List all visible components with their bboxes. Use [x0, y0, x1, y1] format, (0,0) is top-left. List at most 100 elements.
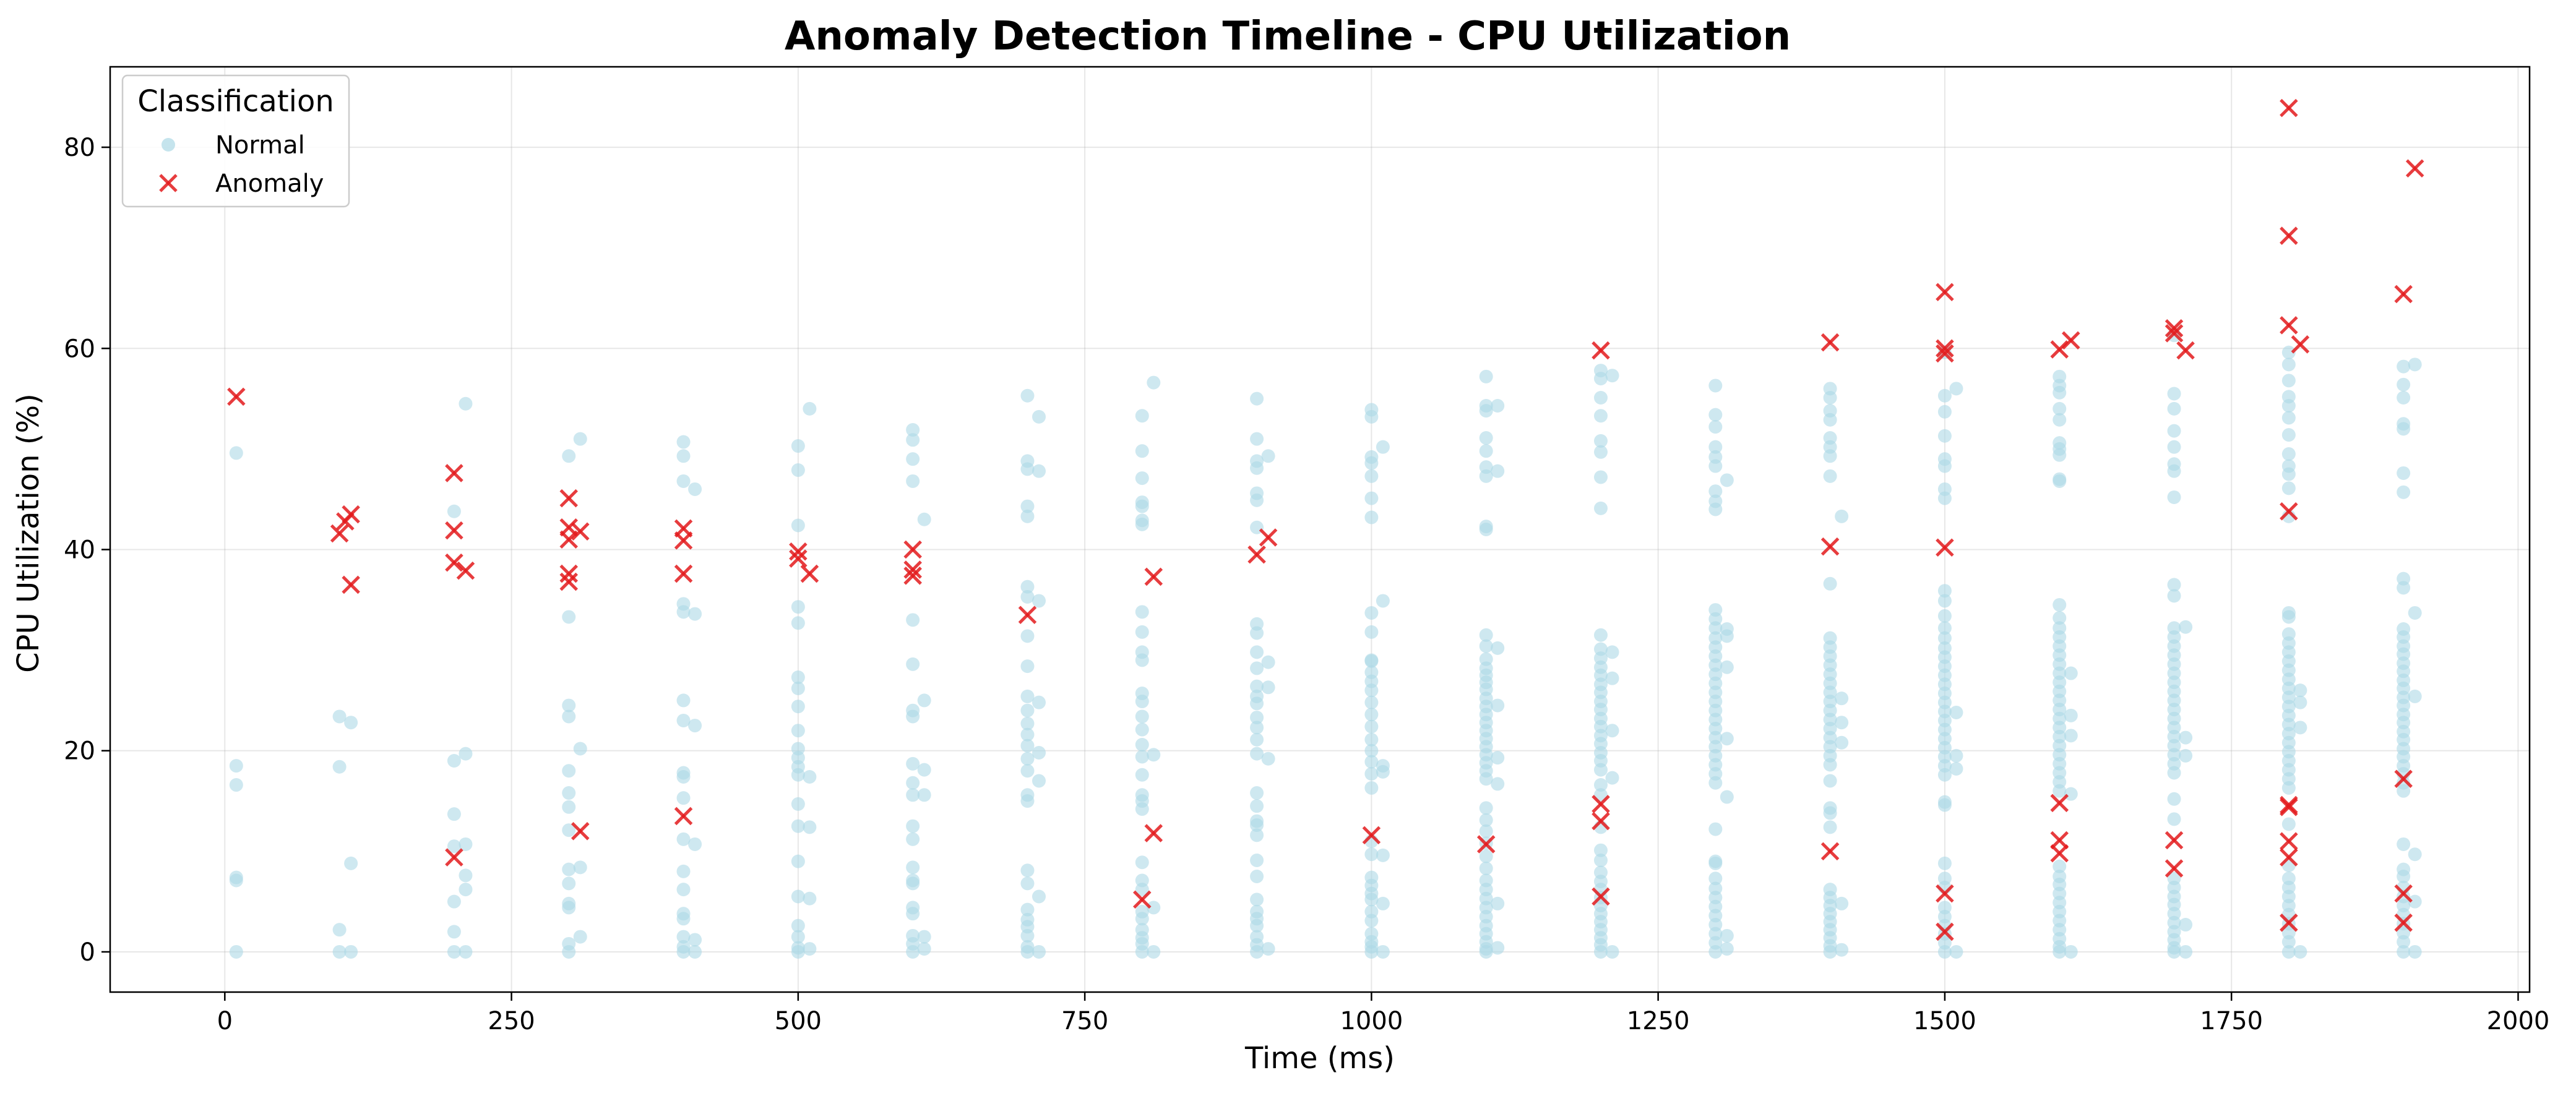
normal-point — [1605, 771, 1619, 785]
normal-point — [1364, 409, 1379, 424]
x-tick-label: 0 — [217, 1007, 233, 1035]
anomaly-point — [789, 549, 808, 568]
normal-point — [1720, 473, 1734, 487]
anomaly-point — [2176, 341, 2195, 360]
normal-point — [1479, 639, 1493, 653]
normal-point — [1708, 871, 1723, 886]
normal-point — [1135, 855, 1149, 870]
normal-point — [676, 693, 691, 708]
normal-point — [688, 944, 702, 959]
normal-point — [1708, 944, 1723, 959]
normal-point — [2167, 944, 2181, 959]
normal-point — [1032, 889, 1046, 904]
normal-point — [1835, 943, 1849, 957]
normal-point — [1020, 739, 1035, 753]
normal-point — [906, 709, 920, 724]
normal-point — [1135, 625, 1149, 639]
normal-point — [1479, 849, 1493, 863]
normal-point — [1020, 689, 1035, 703]
normal-point — [2167, 490, 2181, 504]
normal-point — [2293, 944, 2307, 959]
normal-point — [803, 942, 817, 956]
normal-point — [2064, 666, 2078, 680]
normal-point — [459, 396, 473, 411]
anomaly-point — [1592, 811, 1610, 831]
normal-point — [1020, 509, 1035, 523]
anomaly-point — [2050, 340, 2069, 359]
normal-point — [1594, 853, 1608, 867]
normal-point — [1605, 944, 1619, 959]
normal-point — [1364, 719, 1379, 734]
normal-point — [1491, 464, 1505, 478]
normal-point — [2053, 385, 2067, 400]
normal-point — [1020, 863, 1035, 878]
anomaly-point — [456, 561, 475, 580]
normal-point — [447, 925, 461, 939]
anomaly-point — [674, 807, 693, 826]
anomaly-point — [1592, 795, 1610, 813]
normal-point — [1261, 655, 1275, 669]
normal-point — [2053, 401, 2067, 416]
normal-point — [906, 860, 920, 875]
normal-point — [1835, 509, 1849, 523]
normal-point — [1937, 944, 1952, 959]
normal-point — [1020, 462, 1035, 476]
normal-point — [676, 864, 691, 878]
anomaly-point — [1936, 922, 1954, 941]
normal-point — [2408, 689, 2422, 703]
normal-point — [1594, 501, 1608, 515]
normal-point — [2167, 766, 2181, 780]
normal-point — [1708, 856, 1723, 870]
anomaly-point — [2165, 859, 2184, 878]
x-axis-ticks: 0 250 500 750 1000 1250 1500 1750 2000 — [217, 992, 2549, 1035]
normal-point — [791, 724, 805, 738]
normal-point — [1823, 758, 1837, 772]
normal-point — [2053, 448, 2067, 462]
normal-point — [1147, 748, 1161, 762]
legend-title: Classification — [137, 84, 334, 119]
anomaly-point — [445, 521, 463, 540]
anomaly-point — [559, 489, 579, 508]
normal-point — [1250, 679, 1264, 693]
normal-point — [676, 944, 691, 959]
normal-point — [344, 856, 358, 870]
normal-point — [1937, 388, 1952, 403]
normal-point — [1135, 722, 1149, 737]
normal-point — [1020, 589, 1035, 604]
normal-point — [1708, 621, 1723, 635]
y-tick-label: 80 — [64, 134, 95, 162]
normal-point — [1020, 902, 1035, 917]
normal-point — [2064, 787, 2078, 801]
normal-point — [1708, 408, 1723, 422]
normal-point — [2281, 398, 2296, 413]
normal-point — [1032, 464, 1046, 478]
normal-point — [2281, 411, 2296, 425]
normal-point — [2281, 447, 2296, 461]
normal-point — [1605, 645, 1619, 659]
normal-point — [2293, 683, 2307, 698]
normal-point — [2053, 597, 2067, 612]
normal-point — [1032, 944, 1046, 959]
normal-point — [1937, 631, 1952, 645]
normal-point — [2064, 944, 2078, 959]
normal-point — [676, 605, 691, 619]
anomaly-point — [2394, 285, 2413, 304]
normal-point — [1823, 774, 1837, 788]
normal-point — [906, 657, 920, 671]
normal-point — [2397, 390, 2411, 405]
normal-point — [1250, 626, 1264, 640]
normal-point — [1479, 431, 1493, 445]
anomaly-point — [2050, 831, 2069, 850]
normal-point — [229, 759, 243, 773]
normal-point — [2408, 894, 2422, 909]
legend-normal-label: Normal — [215, 131, 305, 160]
normal-point — [447, 807, 461, 821]
normal-point — [906, 944, 920, 959]
anomaly-point — [2394, 884, 2413, 903]
normal-point — [1364, 683, 1379, 698]
normal-point — [906, 423, 920, 437]
normal-point — [1491, 941, 1505, 955]
normal-point — [1835, 716, 1849, 730]
normal-point — [332, 760, 347, 774]
normal-point — [676, 449, 691, 463]
